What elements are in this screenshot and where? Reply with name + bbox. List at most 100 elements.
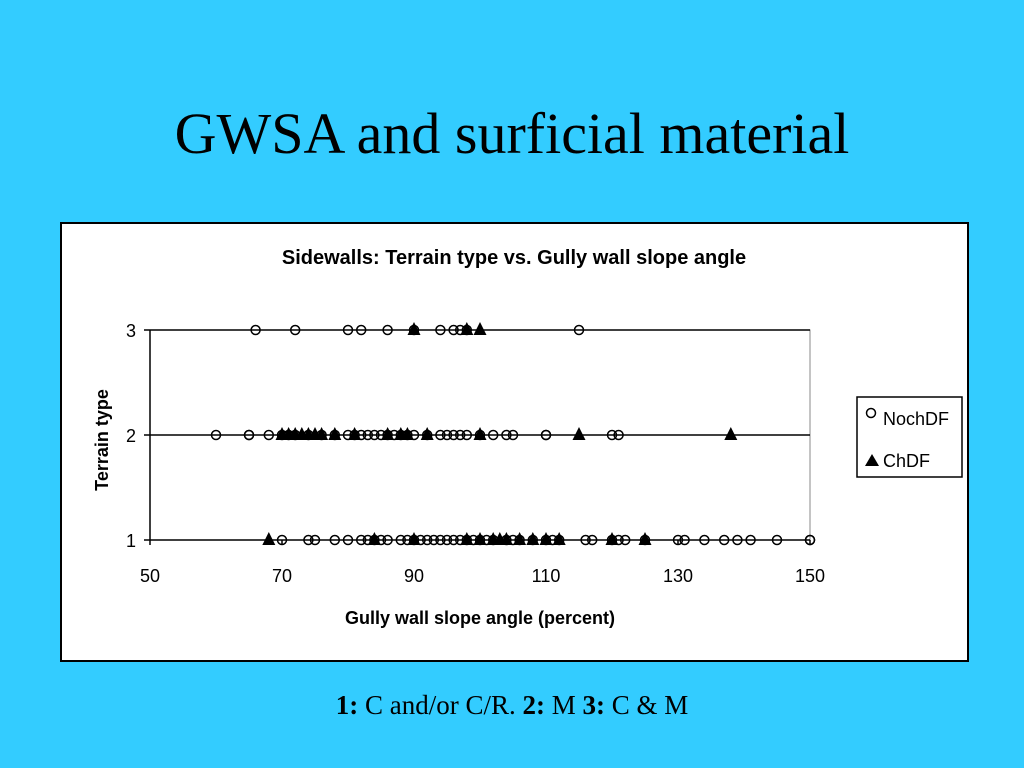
chart-title: Sidewalls: Terrain type vs. Gully wall s… [282, 247, 746, 269]
x-tick-label: 90 [404, 566, 424, 586]
x-tick-label: 130 [663, 566, 693, 586]
point-chdf [473, 427, 487, 440]
point-chdf [499, 532, 513, 545]
point-chdf [473, 532, 487, 545]
point-nochdf [461, 429, 473, 441]
point-chdf [348, 427, 362, 440]
point-nochdf [672, 534, 684, 546]
point-nochdf [606, 429, 618, 441]
x-axis-label: Gully wall slope angle (percent) [345, 608, 615, 628]
point-nochdf [619, 534, 631, 546]
point-nochdf [435, 429, 446, 441]
point-chdf [328, 427, 342, 440]
point-nochdf [507, 429, 519, 441]
point-nochdf [250, 324, 261, 336]
point-nochdf [448, 429, 459, 441]
data-points [210, 322, 816, 546]
point-nochdf [441, 534, 453, 546]
point-chdf [262, 532, 276, 545]
point-nochdf [362, 429, 374, 441]
point-nochdf [329, 534, 341, 546]
point-nochdf [613, 429, 624, 441]
point-nochdf [718, 534, 730, 546]
point-chdf [407, 532, 421, 545]
point-nochdf [454, 429, 466, 441]
point-nochdf [501, 429, 512, 441]
y-tick-label: 3 [126, 321, 136, 341]
point-nochdf [355, 534, 367, 546]
point-chdf [407, 322, 421, 335]
x-tick-label: 50 [140, 566, 160, 586]
point-nochdf [243, 429, 255, 441]
point-chdf [539, 532, 553, 545]
legend-label-nochdf: NochDF [883, 409, 949, 429]
point-nochdf [382, 534, 393, 546]
point-nochdf [421, 534, 433, 546]
point-nochdf [804, 534, 816, 546]
point-nochdf [540, 429, 552, 441]
point-chdf [526, 532, 540, 545]
point-nochdf [732, 534, 743, 546]
point-nochdf [573, 324, 585, 336]
point-nochdf [263, 429, 275, 441]
point-chdf [572, 427, 586, 440]
point-nochdf [580, 534, 591, 546]
legend-label-chdf: ChDF [883, 451, 930, 471]
point-chdf [460, 532, 474, 545]
point-chdf [638, 532, 652, 545]
point-nochdf [679, 534, 690, 546]
point-nochdf [210, 429, 222, 441]
point-chdf [381, 427, 395, 440]
point-nochdf [435, 534, 446, 546]
point-chdf [367, 532, 381, 545]
point-nochdf [309, 534, 321, 546]
point-chdf [400, 427, 414, 440]
point-chdf [315, 427, 329, 440]
slide-caption: 1: C and/or C/R. 2: M 3: C & M [0, 690, 1024, 721]
point-nochdf [699, 534, 710, 546]
point-nochdf [435, 324, 446, 336]
point-chdf [605, 532, 619, 545]
x-tick-label: 110 [532, 566, 561, 586]
point-nochdf [448, 324, 459, 336]
caption-value-2: M [544, 690, 583, 720]
point-nochdf [369, 429, 380, 441]
point-nochdf [342, 534, 354, 546]
point-chdf [724, 427, 738, 440]
y-tick-label: 1 [126, 531, 136, 551]
point-nochdf [382, 324, 393, 336]
point-nochdf [441, 429, 453, 441]
caption-key-2: 2: [522, 690, 545, 720]
caption-value-1: C and/or C/R. [358, 690, 523, 720]
caption-key-3: 3: [582, 690, 606, 720]
legend-nochdf-circle-icon [865, 407, 877, 419]
point-nochdf [771, 534, 783, 546]
point-nochdf [395, 534, 407, 546]
point-nochdf [355, 324, 367, 336]
legend-chdf-triangle-icon [865, 454, 879, 466]
tick-labels: 1 2 3 50 70 90 110 130 150 [126, 321, 825, 586]
point-nochdf [448, 534, 459, 546]
point-nochdf [487, 429, 499, 441]
point-chdf [460, 322, 474, 335]
y-axis-label: Terrain type [92, 389, 112, 491]
caption-value-3: C & M [605, 690, 689, 720]
x-tick-label: 150 [795, 566, 825, 586]
point-nochdf [342, 324, 354, 336]
slide-title: GWSA and surficial material [174, 101, 850, 166]
x-tick-label: 70 [272, 566, 292, 586]
point-nochdf [276, 534, 288, 546]
caption-key-1: 1: [335, 690, 359, 720]
point-chdf [552, 532, 566, 545]
point-nochdf [303, 534, 314, 546]
point-nochdf [586, 534, 598, 546]
point-nochdf [289, 324, 301, 336]
point-chdf [420, 427, 434, 440]
point-chdf [473, 322, 487, 335]
point-chdf [513, 532, 527, 545]
point-nochdf [745, 534, 756, 546]
y-tick-label: 2 [126, 426, 136, 446]
point-nochdf [428, 534, 440, 546]
legend: NochDF ChDF [856, 396, 963, 478]
